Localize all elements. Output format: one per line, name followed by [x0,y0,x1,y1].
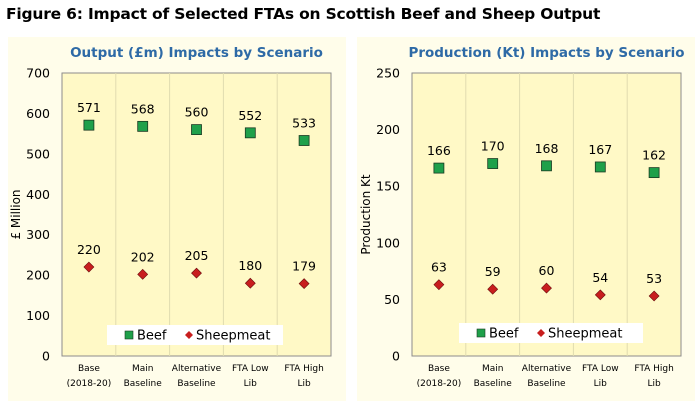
beef-data-label: 166 [427,143,451,158]
beef-marker [541,160,552,172]
chart-2: Production (Kt) Impacts by Scenario 0 50 10… [357,37,695,401]
x-tick-label: FTA High [634,364,674,374]
sheepmeat-data-label: 54 [592,270,608,285]
sheepmeat-marker [298,278,310,290]
beef-marker [298,135,310,146]
sheepmeat-marker [244,277,256,289]
legend-beef-label: Beef [489,327,519,342]
sheepmeat-marker [648,290,660,302]
sheepmeat-marker [487,283,499,295]
beef-marker [433,162,445,174]
y-axis-label: Production Kt [359,174,373,255]
sheepmeat-marker [594,289,606,301]
beef-marker [594,161,606,173]
legend: Beef Sheepmeat [459,323,643,343]
x-tick-label: Main [482,364,504,374]
legend-beef-label: Beef [137,329,167,344]
y-tick-label: 400 [26,187,50,202]
chart-title: Output (£m) Impacts by Scenario [70,45,323,61]
x-tick-label: FTA High [284,364,324,374]
legend-beef-icon [124,330,134,340]
y-tick-label: 150 [376,179,400,194]
x-tick-label: (2018-20) [67,379,112,389]
sheepmeat-data-label: 220 [77,242,101,257]
chart-1: Output (£m) Impacts by Scenario 0 100 200 30… [8,37,346,401]
beef-data-label: 167 [588,142,612,157]
beef-data-label: 568 [131,101,155,116]
sheepmeat-data-label: 179 [292,259,316,274]
y-tick-label: 0 [392,349,400,364]
legend-sheepmeat-icon [537,329,545,337]
sheepmeat-marker [541,282,552,294]
y-tick-label: 300 [26,227,50,242]
beef-marker [83,119,95,131]
plot-area [61,72,332,357]
legend-sheepmeat-label: Sheepmeat [196,329,270,344]
sheepmeat-data-label: 53 [646,271,662,286]
beef-data-label: 560 [185,105,209,120]
x-tick-label: Lib [647,379,661,389]
x-tick-label: FTA Low [582,364,619,374]
x-tick-label: Baseline [124,379,163,389]
beef-marker [487,158,499,169]
sheepmeat-marker [83,261,95,273]
sheepmeat-data-label: 59 [485,264,501,279]
y-tick-label: 0 [42,349,50,364]
beef-data-label: 162 [642,148,666,163]
sheepmeat-data-label: 202 [131,249,155,264]
x-tick-label: FTA Low [232,364,269,374]
x-tick-label: Lib [244,379,258,389]
x-tick-label: Lib [594,379,608,389]
x-tick-label: (2018-20) [417,379,462,389]
legend-sheepmeat-icon [185,331,193,339]
beef-marker [137,120,149,132]
beef-marker [648,167,660,179]
legend-box [107,325,283,345]
sheepmeat-marker [137,268,149,280]
legend-beef-icon [476,328,486,338]
y-tick-label: 600 [26,106,50,121]
beef-data-label: 533 [292,116,316,131]
y-tick-label: 700 [26,66,50,81]
x-tick-label: Alternative [522,364,572,374]
sheepmeat-data-label: 63 [431,260,447,275]
x-tick-label: Baseline [177,379,216,389]
y-tick-label: 250 [376,66,400,81]
y-tick-label: 100 [376,235,400,250]
sheepmeat-data-label: 60 [539,263,555,278]
sheepmeat-data-label: 180 [238,258,262,273]
legend-box [459,323,643,343]
x-tick-label: Alternative [172,364,222,374]
x-tick-label: Lib [297,379,311,389]
sheepmeat-data-label: 205 [185,248,209,263]
figure-title: Figure 6: Impact of Selected FTAs on Sco… [6,5,601,23]
chart-title: Production (Kt) Impacts by Scenario [408,45,684,61]
x-tick-label: Base [428,364,450,374]
beef-data-label: 571 [77,100,101,115]
beef-marker [191,124,202,135]
legend-sheepmeat-label: Sheepmeat [548,327,622,342]
sheepmeat-marker [433,279,445,291]
beef-data-label: 552 [238,108,262,123]
y-tick-label: 50 [384,292,400,307]
y-tick-label: 200 [26,268,50,283]
y-tick-label: 200 [376,122,400,137]
legend: Beef Sheepmeat [107,325,283,345]
y-axis-label: £ Million [9,189,23,239]
x-tick-label: Base [78,364,100,374]
y-tick-label: 500 [26,146,50,161]
beef-data-label: 170 [481,139,505,154]
beef-data-label: 168 [535,141,559,156]
sheepmeat-marker [191,267,202,279]
y-tick-label: 100 [26,308,50,323]
x-tick-label: Baseline [527,379,566,389]
x-tick-label: Main [132,364,154,374]
beef-marker [244,127,256,139]
plot-area [411,72,682,357]
x-tick-label: Baseline [474,379,513,389]
